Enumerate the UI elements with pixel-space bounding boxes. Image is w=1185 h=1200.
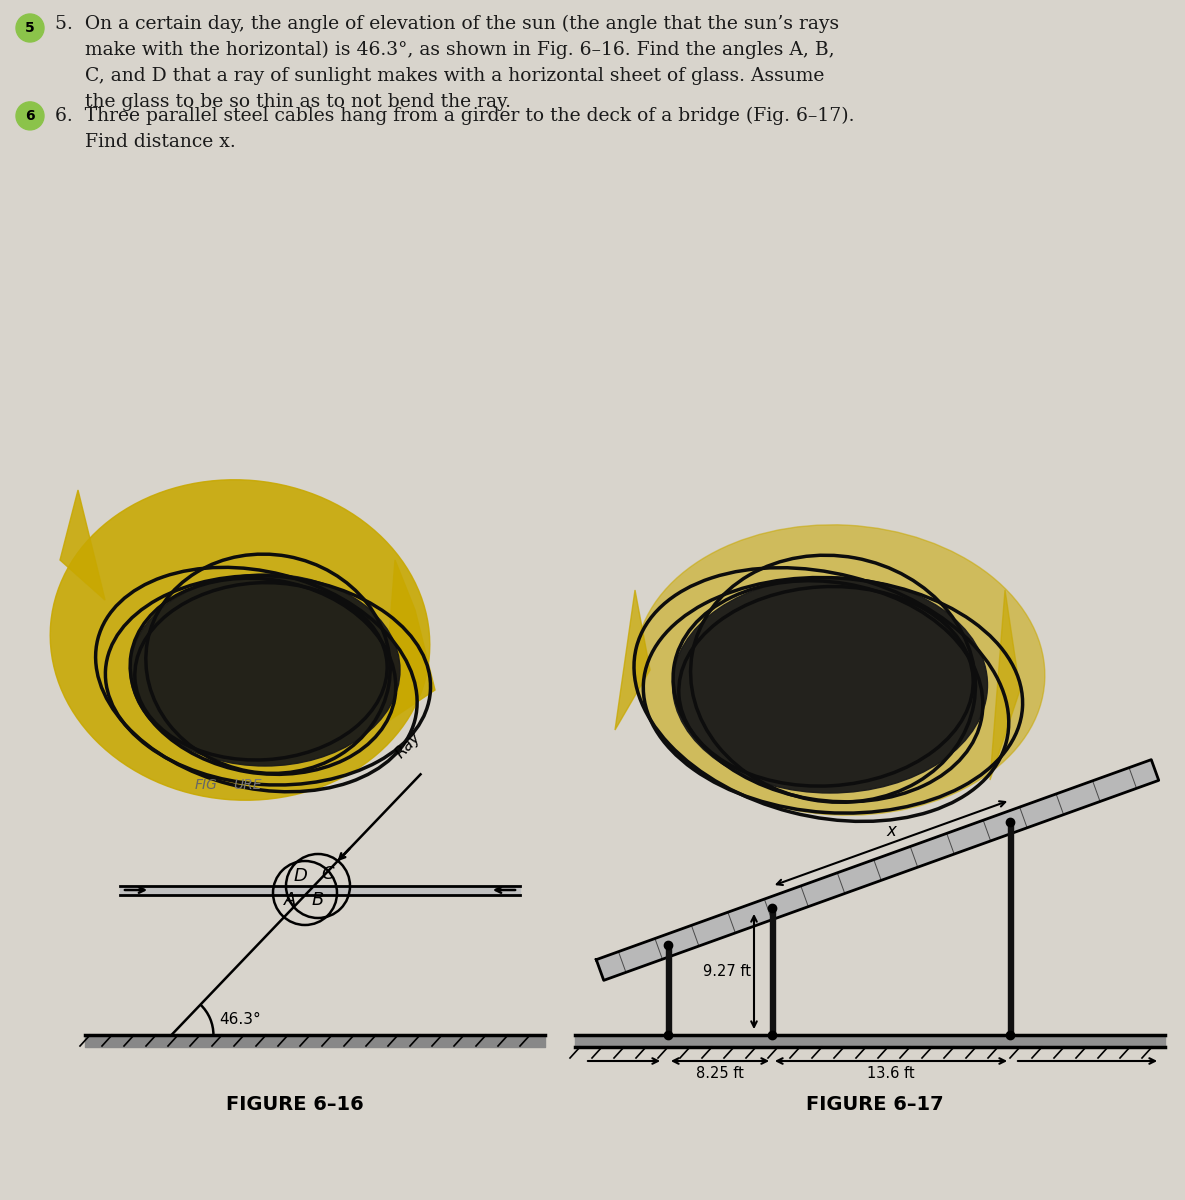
Ellipse shape <box>50 480 430 800</box>
Text: 13.6 ft: 13.6 ft <box>867 1067 915 1081</box>
Text: x: x <box>886 822 896 840</box>
Polygon shape <box>385 560 435 720</box>
Text: A: A <box>284 890 296 910</box>
Text: URE: URE <box>233 778 262 792</box>
Polygon shape <box>596 760 1159 980</box>
Text: B: B <box>312 890 325 910</box>
Ellipse shape <box>673 577 987 793</box>
Circle shape <box>17 14 44 42</box>
Text: C, and D that a ray of sunlight makes with a horizontal sheet of glass. Assume: C, and D that a ray of sunlight makes wi… <box>55 67 825 85</box>
Text: the glass to be so thin as to not bend the ray.: the glass to be so thin as to not bend t… <box>55 92 511 110</box>
Circle shape <box>17 102 44 130</box>
Ellipse shape <box>130 574 401 766</box>
Text: 5: 5 <box>25 20 34 35</box>
Polygon shape <box>989 590 1020 780</box>
Text: 8.25 ft: 8.25 ft <box>696 1067 744 1081</box>
Text: 5.  On a certain day, the angle of elevation of the sun (the angle that the sun’: 5. On a certain day, the angle of elevat… <box>55 14 839 34</box>
Text: 9.27 ft: 9.27 ft <box>703 964 751 979</box>
Text: FIG: FIG <box>196 778 218 792</box>
Ellipse shape <box>635 524 1045 815</box>
Text: 6.  Three parallel steel cables hang from a girder to the deck of a bridge (Fig.: 6. Three parallel steel cables hang from… <box>55 107 854 125</box>
Polygon shape <box>60 490 105 600</box>
Text: Find distance x.: Find distance x. <box>55 133 236 151</box>
Text: make with the horizontal) is 46.3°, as shown in Fig. 6–16. Find the angles A, B,: make with the horizontal) is 46.3°, as s… <box>55 41 834 59</box>
Text: 46.3°: 46.3° <box>219 1012 261 1026</box>
Text: C: C <box>321 865 334 883</box>
Polygon shape <box>615 590 651 730</box>
Text: FIGURE 6–16: FIGURE 6–16 <box>226 1096 364 1115</box>
Text: 6: 6 <box>25 109 34 122</box>
Text: FIGURE 6–17: FIGURE 6–17 <box>806 1096 943 1115</box>
Text: Ray: Ray <box>393 730 424 761</box>
Text: D: D <box>293 866 307 886</box>
